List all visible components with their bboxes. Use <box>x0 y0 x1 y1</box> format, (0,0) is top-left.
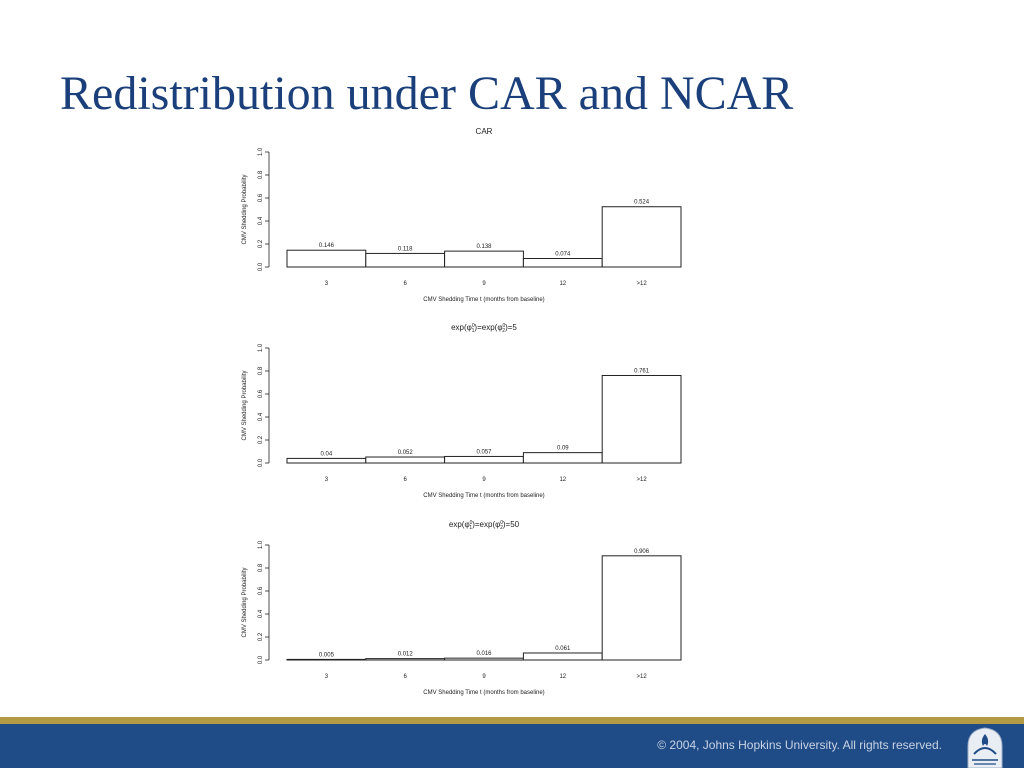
x-tick-label: 3 <box>325 281 329 287</box>
y-axis-label: CMV Shedding Probability <box>242 567 248 637</box>
x-tick-label: 6 <box>404 674 408 680</box>
chart-title: exp(φ0 1)=exp(φ0 2)=50 <box>449 520 520 531</box>
bar-value-label: 0.074 <box>555 251 571 257</box>
x-tick-label: >12 <box>637 477 648 483</box>
bar <box>365 252 446 268</box>
y-tick-label: 1.0 <box>258 540 264 549</box>
x-tick-label: 9 <box>482 281 486 287</box>
x-tick-label: 9 <box>482 674 486 680</box>
y-tick-label: 0.0 <box>258 655 264 664</box>
y-tick-label: 0.6 <box>258 389 264 398</box>
bar <box>522 452 603 464</box>
chart-ncar-5: exp(φ0 1)=exp(φ0 2)=5 0.0 0.2 0.4 0.6 0.8 1.0 CMV… <box>242 323 682 499</box>
bar <box>522 652 603 661</box>
bar <box>444 250 524 268</box>
x-tick-label: >12 <box>637 674 648 680</box>
bar <box>444 657 524 661</box>
x-tick-label: 9 <box>482 477 486 483</box>
bar-value-label: 0.061 <box>555 646 571 652</box>
chart-ncar-50: exp(φ0 1)=exp(φ0 2)=50 0.0 0.2 0.4 0.6 0.8 1.0 CM… <box>242 520 682 696</box>
y-tick-label: 0.8 <box>258 563 264 572</box>
y-tick-label: 0.4 <box>258 216 264 225</box>
bar <box>522 257 603 268</box>
bar-value-label: 0.012 <box>398 652 414 658</box>
bar-value-label: 0.005 <box>319 652 335 658</box>
y-tick-label: 1.0 <box>258 343 264 352</box>
y-axis-label: CMV Shedding Probability <box>242 174 248 244</box>
x-tick-label: 12 <box>559 281 566 287</box>
bar <box>365 658 446 661</box>
chart-title: exp(φ0 1)=exp(φ0 2)=5 <box>451 323 517 334</box>
x-tick-label: 12 <box>559 477 566 483</box>
accent-rule <box>0 717 1024 724</box>
chart-car: CAR 0.0 0.2 0.4 0.6 0.8 1.0 CMV Shedding Probab… <box>242 127 682 303</box>
bar-value-label: 0.052 <box>398 450 414 456</box>
x-tick-label: >12 <box>637 281 648 287</box>
y-tick-label: 0.0 <box>258 262 264 271</box>
slide-title: Redistribution under CAR and NCAR <box>60 67 794 120</box>
y-tick-label: 0.8 <box>258 170 264 179</box>
x-axis-label: CMV Shedding Time t (months from baselin… <box>423 690 544 696</box>
bar-value-label: 0.146 <box>319 243 335 249</box>
x-tick-label: 6 <box>404 281 408 287</box>
bar-value-label: 0.761 <box>634 368 650 374</box>
bar-value-label: 0.04 <box>321 451 333 457</box>
bar-value-label: 0.016 <box>476 651 492 657</box>
y-tick-label: 0.2 <box>258 239 264 248</box>
y-axis-label: CMV Shedding Probability <box>242 370 248 440</box>
bar-value-label: 0.138 <box>476 244 492 250</box>
bar-value-label: 0.906 <box>634 549 650 555</box>
bar <box>601 374 682 464</box>
y-tick-label: 0.6 <box>258 193 264 202</box>
bar <box>286 457 367 464</box>
bar <box>444 455 524 464</box>
x-axis-label: CMV Shedding Time t (months from baselin… <box>423 493 544 499</box>
y-tick-label: 0.6 <box>258 586 264 595</box>
x-tick-label: 6 <box>404 477 408 483</box>
bar <box>601 206 682 268</box>
y-tick-label: 1.0 <box>258 147 264 156</box>
bar <box>601 555 682 661</box>
bar-value-label: 0.524 <box>634 200 650 206</box>
bar-value-label: 0.057 <box>476 449 492 455</box>
bar <box>286 249 367 268</box>
bar-value-label: 0.09 <box>557 446 569 452</box>
x-tick-label: 12 <box>559 674 566 680</box>
johns-hopkins-shield-icon <box>967 727 1003 768</box>
x-axis-label: CMV Shedding Time t (months from baselin… <box>423 297 544 303</box>
bar <box>286 658 367 661</box>
y-tick-label: 0.2 <box>258 632 264 641</box>
x-tick-label: 3 <box>325 674 329 680</box>
y-tick-label: 0.0 <box>258 458 264 467</box>
y-tick-label: 0.8 <box>258 366 264 375</box>
y-tick-label: 0.4 <box>258 609 264 618</box>
y-tick-label: 0.4 <box>258 412 264 421</box>
footer-band: © 2004, Johns Hopkins University. All ri… <box>0 724 1024 768</box>
y-tick-label: 0.2 <box>258 435 264 444</box>
x-tick-label: 3 <box>325 477 329 483</box>
bar-value-label: 0.118 <box>398 246 413 252</box>
copyright-text: © 2004, Johns Hopkins University. All ri… <box>657 738 942 752</box>
bar <box>365 456 446 464</box>
chart-title: CAR <box>476 127 493 136</box>
